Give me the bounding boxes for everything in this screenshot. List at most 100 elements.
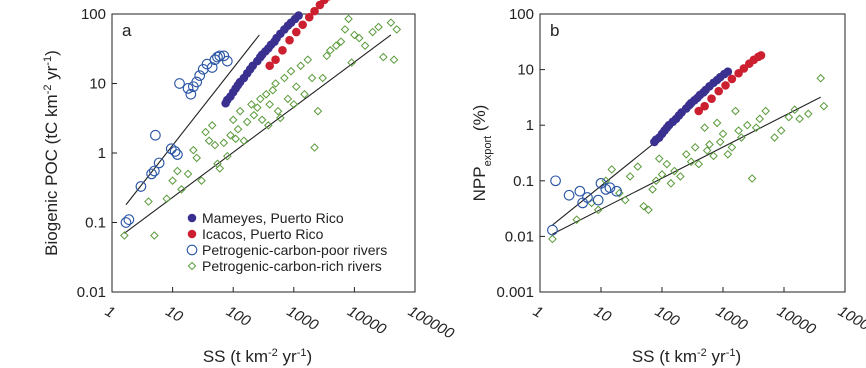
data-point (247, 100, 256, 109)
y-tick-label: 10 (89, 76, 106, 93)
data-point (331, 41, 341, 50)
data-point (747, 174, 757, 183)
data-point (563, 189, 575, 201)
x-tick-label: 1 (102, 303, 118, 322)
data-point (174, 78, 185, 89)
data-point (168, 176, 177, 185)
data-point (723, 67, 733, 76)
data-point (197, 176, 206, 185)
data-point (676, 172, 685, 181)
data-point (550, 175, 561, 187)
data-point (651, 176, 661, 186)
data-point (228, 115, 238, 125)
data-point (221, 55, 233, 67)
y-tick-label: 0.01 (77, 284, 106, 301)
data-point (264, 121, 273, 130)
data-point (702, 146, 712, 155)
data-point (734, 126, 743, 135)
data-point (707, 94, 716, 103)
data-point (727, 143, 737, 152)
data-point (233, 124, 243, 134)
panel-a-label: a (122, 21, 132, 40)
data-point (257, 115, 267, 125)
data-point (218, 50, 230, 62)
x-tick-label: 100000 (405, 303, 457, 343)
data-point (289, 100, 299, 109)
data-point (340, 25, 350, 34)
data-point (572, 215, 582, 224)
x-tick-label: 100 (652, 303, 683, 331)
y-tick-label: 0.001 (496, 284, 534, 301)
data-point (756, 51, 766, 60)
data-point (592, 194, 604, 206)
data-point (770, 133, 779, 142)
data-point (625, 172, 635, 181)
panel-a: 0.01 0.1 1 10 100 1 10 100 1000 10000 100000 a SS… (42, 0, 457, 366)
data-point (201, 127, 210, 137)
data-point (303, 55, 313, 65)
data-point (292, 82, 301, 91)
data-point (368, 27, 377, 37)
legend-entry: Mameyes, Puerto Rico (202, 210, 344, 226)
data-point (547, 224, 558, 236)
data-point (278, 46, 287, 55)
data-point (790, 105, 800, 115)
data-point (803, 109, 813, 119)
data-point (310, 6, 319, 16)
data-point (325, 46, 335, 55)
data-point (183, 169, 193, 179)
legend-entry: Icacos, Puerto Rico (202, 226, 324, 242)
panel-b-fit-lines (552, 96, 821, 235)
data-point (120, 217, 132, 228)
data-point (294, 11, 303, 20)
data-point (392, 25, 402, 34)
legend-marker (187, 261, 197, 271)
data-point (816, 73, 826, 83)
data-point (150, 129, 161, 141)
data-point (150, 231, 159, 240)
data-point (354, 33, 364, 43)
data-point (276, 113, 285, 123)
data-point (379, 52, 388, 62)
panel-b-x-axis-label: SS (t km-2 yr-1) (632, 347, 741, 366)
data-point (761, 106, 770, 116)
data-point (657, 170, 667, 179)
data-point (582, 192, 593, 203)
y-tick-label: 1 (98, 145, 106, 162)
data-point (214, 50, 226, 62)
data-point (120, 231, 129, 240)
data-point (207, 121, 217, 130)
data-point (776, 126, 786, 135)
x-tick-label: 10 (163, 303, 187, 326)
data-point (215, 164, 225, 173)
data-point (296, 61, 306, 71)
panel-a-y-axis-label: Biogenic POC (tC km-2 yr-1) (42, 50, 61, 256)
data-point (292, 27, 301, 37)
data-point (185, 88, 197, 100)
data-point (727, 74, 737, 84)
data-point (819, 101, 829, 111)
legend-entry: Petrogenic-carbon-rich rivers (202, 258, 382, 274)
data-point (212, 51, 223, 63)
x-tick-label: 10000 (774, 303, 819, 339)
panel-a-points (120, 0, 402, 240)
data-point (607, 165, 617, 174)
data-point (249, 110, 259, 120)
data-point (604, 182, 616, 194)
data-point (318, 73, 328, 83)
data-point (261, 89, 271, 99)
x-tick-label: 1 (530, 303, 546, 322)
data-point (286, 66, 296, 76)
y-tick-label: 10 (517, 62, 534, 79)
data-point (149, 165, 160, 177)
data-point (173, 166, 182, 176)
data-point (386, 18, 396, 27)
data-point (255, 94, 265, 104)
data-point (283, 94, 293, 104)
x-tick-label: 1000 (284, 303, 322, 335)
data-point (235, 106, 245, 116)
data-point (639, 201, 648, 211)
x-tick-label: 100000 (835, 303, 866, 343)
data-point (593, 205, 603, 215)
data-point (611, 185, 622, 197)
